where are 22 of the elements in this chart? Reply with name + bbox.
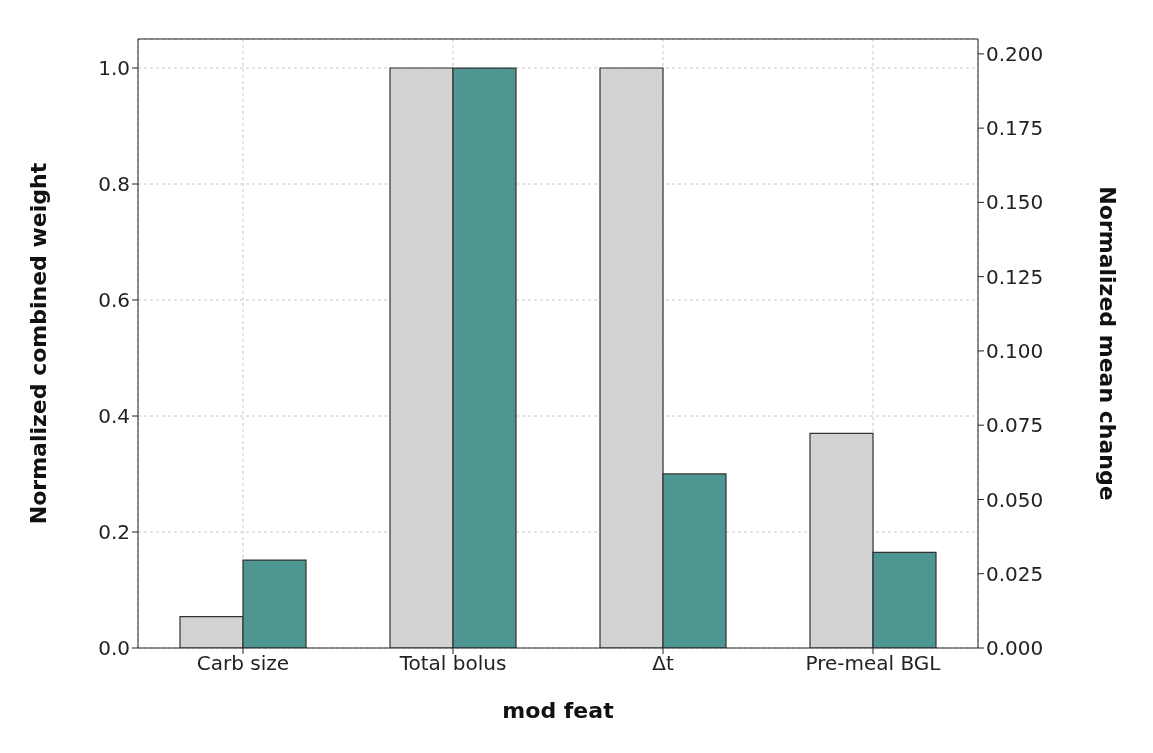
y-axis-title: Normalized combined weight — [25, 162, 51, 525]
y2-tick-label: 0.025 — [986, 561, 1044, 586]
y2-tick-label: 0.200 — [986, 41, 1044, 66]
y2-tick-label: 0.050 — [986, 487, 1044, 512]
x-tick-label: Pre-meal BGL — [805, 651, 942, 676]
x-tick-label: Total bolus — [398, 651, 507, 676]
x-tick-label: Δt — [652, 651, 674, 676]
y-tick-label: 0.8 — [98, 172, 130, 197]
y-tick-label: 1.0 — [98, 56, 130, 81]
y-tick-label: 0.2 — [98, 520, 130, 545]
y-tick-label: 0.0 — [98, 636, 130, 661]
y2-tick-label: 0.175 — [986, 116, 1044, 141]
x-axis-title: mod feat — [502, 698, 615, 723]
y-tick-label: 0.6 — [98, 288, 130, 313]
y-tick-label: 0.4 — [98, 404, 130, 429]
y2-tick-label: 0.150 — [986, 190, 1044, 215]
y2-tick-label: 0.100 — [986, 339, 1044, 364]
y2-tick-label: 0.075 — [986, 413, 1044, 438]
y2-axis-title: Normalized mean change — [1095, 186, 1121, 501]
y2-tick-label: 0.125 — [986, 264, 1044, 289]
y2-tick-label: 0.000 — [986, 636, 1044, 661]
x-tick-label: Carb size — [196, 651, 290, 676]
